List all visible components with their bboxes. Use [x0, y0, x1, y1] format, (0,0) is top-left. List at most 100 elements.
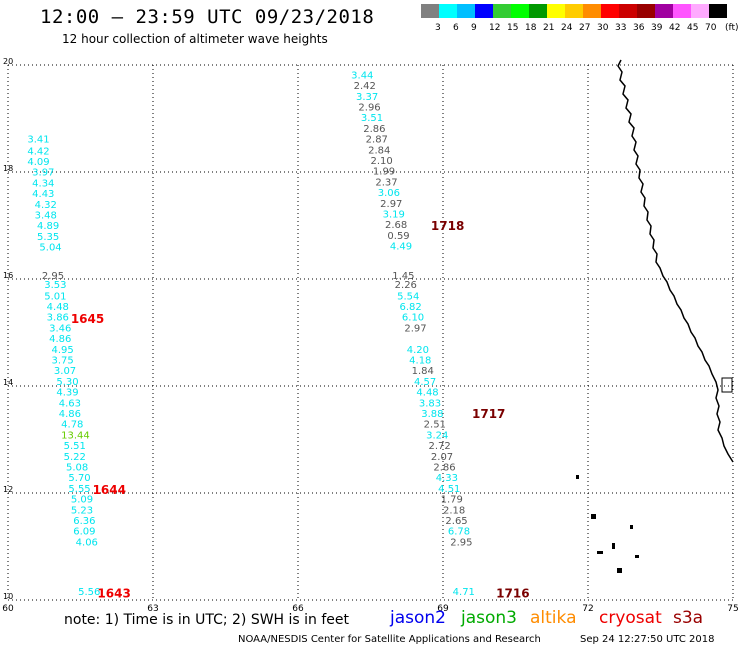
swh-value: 4.49: [390, 242, 412, 253]
swh-value: 4.57: [414, 377, 436, 388]
swh-value: 5.35: [37, 232, 59, 243]
swh-value: 6.10: [402, 313, 424, 324]
generated-timestamp: Sep 24 12:27:50 UTC 2018: [580, 634, 715, 645]
swh-value: 2.37: [375, 177, 397, 188]
scale-label: 33: [615, 23, 627, 33]
scale-label: 42: [669, 23, 681, 33]
scale-label: 9: [471, 23, 477, 33]
swh-value: 2.65: [445, 516, 467, 527]
swh-value: 5.70: [68, 473, 90, 484]
swh-value: 3.51: [361, 113, 383, 124]
time-label: 1644: [93, 483, 126, 497]
island-dot: [597, 551, 603, 554]
swh-value: 4.42: [27, 146, 49, 157]
swh-value: 3.37: [356, 92, 378, 103]
swh-value: 4.43: [32, 189, 54, 200]
swh-value: 2.86: [363, 124, 385, 135]
swh-value: 4.06: [76, 537, 98, 548]
scale-label: 70: [705, 23, 717, 33]
swh-value: 6.82: [400, 302, 422, 313]
swh-value: 4.78: [61, 420, 83, 431]
swh-value: 6.09: [73, 527, 95, 538]
time-label: 1716: [496, 586, 529, 600]
swh-value: 3.07: [54, 366, 76, 377]
time-label: 1643: [97, 586, 130, 600]
swh-value: 5.51: [64, 441, 86, 452]
scale-label: 15: [507, 23, 519, 33]
swh-value: 5.22: [64, 452, 86, 463]
swh-value: 5.01: [44, 291, 66, 302]
page-title: 12:00 — 23:59 UTC 09/23/2018: [40, 6, 375, 28]
scale-swatch: [511, 4, 529, 18]
swh-value: 4.48: [416, 388, 438, 399]
swh-value: 5.09: [71, 495, 93, 506]
y-tick-label: 14: [3, 378, 13, 387]
island-outline: [721, 377, 733, 393]
scale-unit: (ft): [725, 23, 739, 33]
x-tick-label: 69: [437, 604, 449, 614]
x-tick-label: 63: [147, 604, 158, 614]
scale-swatch: [601, 4, 619, 18]
swh-value: 2.84: [368, 145, 390, 156]
island-dot: [576, 475, 579, 479]
swh-value: 2.97: [404, 323, 426, 334]
swh-value: 2.95: [450, 537, 472, 548]
swh-value: 2.42: [354, 81, 376, 92]
swh-value: 4.48: [47, 302, 69, 313]
mission-altika: altika: [530, 608, 577, 628]
swh-value: 4.34: [32, 178, 54, 189]
scale-swatch: [475, 4, 493, 18]
swh-value: 4.32: [35, 200, 57, 211]
swh-value: 4.63: [59, 398, 81, 409]
mission-s3a: s3a: [673, 608, 704, 628]
swh-value: 3.53: [44, 280, 66, 291]
island-dot: [630, 525, 633, 529]
credit-line: NOAA/NESDIS Center for Satellite Applica…: [238, 634, 541, 645]
scale-swatch: [439, 4, 457, 18]
x-tick-label: 75: [727, 604, 738, 614]
swh-value: 6.78: [448, 527, 470, 538]
swh-value: 3.44: [351, 70, 373, 81]
scale-label: 27: [579, 23, 591, 33]
scale-swatch: [655, 4, 673, 18]
y-tick-label: 12: [3, 485, 13, 494]
scale-label: 21: [543, 23, 555, 33]
swh-value: 2.07: [431, 452, 453, 463]
swh-value: 5.30: [56, 377, 78, 388]
time-label: 1645: [71, 312, 104, 326]
swh-value: 4.09: [27, 157, 49, 168]
time-label: 1718: [431, 219, 464, 233]
swh-value: 1.45: [392, 271, 414, 282]
swh-value: 5.23: [71, 505, 93, 516]
scale-swatch: [583, 4, 601, 18]
scale-swatch: [709, 4, 727, 18]
swh-value: 0.59: [387, 231, 409, 242]
time-label: 1717: [472, 407, 505, 421]
swh-value: 3.97: [32, 168, 54, 179]
swh-value: 13.44: [61, 430, 90, 441]
y-tick-label: 20: [3, 57, 13, 66]
swh-value: 1.99: [373, 167, 395, 178]
scale-swatch: [421, 4, 439, 18]
swh-value: 3.24: [426, 430, 448, 441]
swh-value: 2.18: [443, 505, 465, 516]
footer-note: note: 1) Time is in UTC; 2) SWH is in fe…: [64, 612, 350, 628]
swh-value: 4.18: [409, 356, 431, 367]
scale-label: 45: [687, 23, 699, 33]
scale-swatch: [691, 4, 709, 18]
scale-label: 30: [597, 23, 609, 33]
swh-value: 4.86: [59, 409, 81, 420]
y-tick-label: 10: [3, 592, 13, 601]
island-dot: [635, 555, 639, 558]
swh-value: 2.87: [366, 135, 388, 146]
swh-value: 3.88: [421, 409, 443, 420]
island-dot: [612, 543, 615, 549]
x-tick-label: 72: [582, 604, 593, 614]
swh-value: 2.68: [385, 220, 407, 231]
swh-value: 2.95: [42, 271, 64, 282]
swh-value: 5.54: [397, 291, 419, 302]
swh-value: 2.10: [371, 156, 393, 167]
swh-value: 4.89: [37, 221, 59, 232]
swh-value: 2.86: [433, 463, 455, 474]
swh-value: 2.26: [395, 280, 417, 291]
